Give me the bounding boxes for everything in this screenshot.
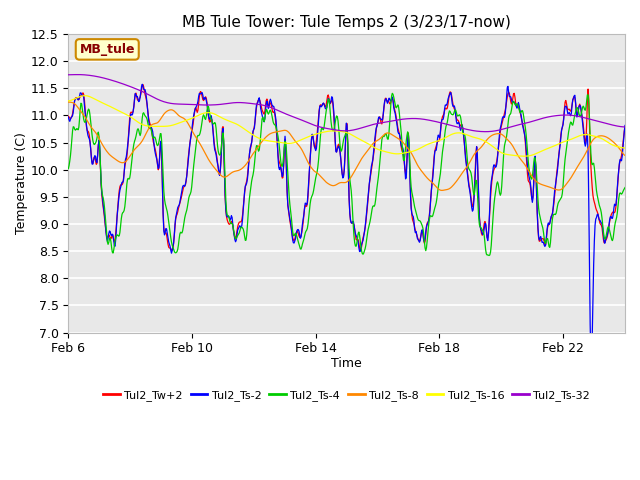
Y-axis label: Temperature (C): Temperature (C) <box>15 132 28 234</box>
X-axis label: Time: Time <box>332 357 362 370</box>
Legend: Tul2_Tw+2, Tul2_Ts-2, Tul2_Ts-4, Tul2_Ts-8, Tul2_Ts-16, Tul2_Ts-32: Tul2_Tw+2, Tul2_Ts-2, Tul2_Ts-4, Tul2_Ts… <box>99 386 595 406</box>
Title: MB Tule Tower: Tule Temps 2 (3/23/17-now): MB Tule Tower: Tule Temps 2 (3/23/17-now… <box>182 15 511 30</box>
Text: MB_tule: MB_tule <box>79 43 135 56</box>
